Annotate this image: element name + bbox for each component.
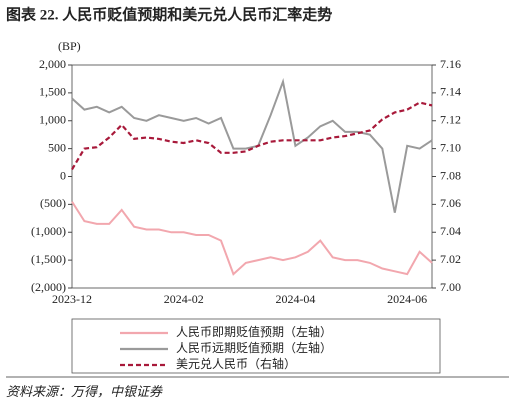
series-line [71, 78, 433, 213]
y-tick-label: 1,000 [39, 113, 66, 127]
series-line [71, 201, 433, 276]
y2-tick-label: 7.02 [440, 252, 461, 266]
x-tick-label: 2024-02 [164, 292, 204, 306]
y2-tick-label: 7.14 [440, 85, 461, 99]
legend-label: 人民币远期贬值预期（左轴） [176, 340, 332, 355]
plot-frame [71, 64, 433, 289]
source-note: 资料来源：万得，中银证券 [6, 384, 163, 399]
y2-tick-label: 7.12 [440, 113, 461, 127]
y2-tick-label: 7.10 [440, 140, 461, 154]
y2-tick-label: 7.06 [440, 196, 461, 210]
y-tick-label: (1,500) [31, 252, 66, 266]
y-axis-unit: (BP) [58, 39, 81, 53]
legend-label: 美元兑人民币（右轴） [176, 356, 296, 371]
legend-label: 人民币即期贬值预期（左轴） [176, 324, 332, 339]
x-tick-label: 2024-06 [387, 292, 427, 306]
x-tick-label: 2024-04 [275, 292, 315, 306]
x-tick-label: 2023-12 [52, 292, 92, 306]
chart-title: 图表 22. 人民币贬值预期和美元兑人民币汇率走势 [6, 5, 332, 23]
y-tick-label: 500 [48, 140, 66, 154]
y-tick-label: (2,000) [31, 280, 66, 294]
y-tick-label: 0 [60, 168, 66, 182]
y2-tick-label: 7.00 [440, 280, 461, 294]
y2-tick-label: 7.04 [440, 224, 461, 238]
y2-tick-label: 7.08 [440, 168, 461, 182]
y-tick-label: (500) [40, 196, 66, 210]
y2-tick-label: 7.16 [440, 57, 461, 71]
y-tick-label: (1,000) [31, 224, 66, 238]
legend-box [71, 318, 441, 374]
y-tick-label: 2,000 [39, 57, 66, 71]
series-line [71, 101, 433, 171]
y-tick-label: 1,500 [39, 85, 66, 99]
